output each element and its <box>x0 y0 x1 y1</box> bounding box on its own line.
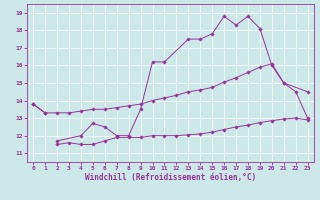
X-axis label: Windchill (Refroidissement éolien,°C): Windchill (Refroidissement éolien,°C) <box>85 173 256 182</box>
